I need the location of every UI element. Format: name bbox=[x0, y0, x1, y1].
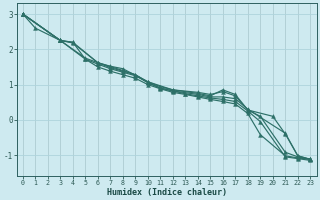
X-axis label: Humidex (Indice chaleur): Humidex (Indice chaleur) bbox=[107, 188, 227, 197]
